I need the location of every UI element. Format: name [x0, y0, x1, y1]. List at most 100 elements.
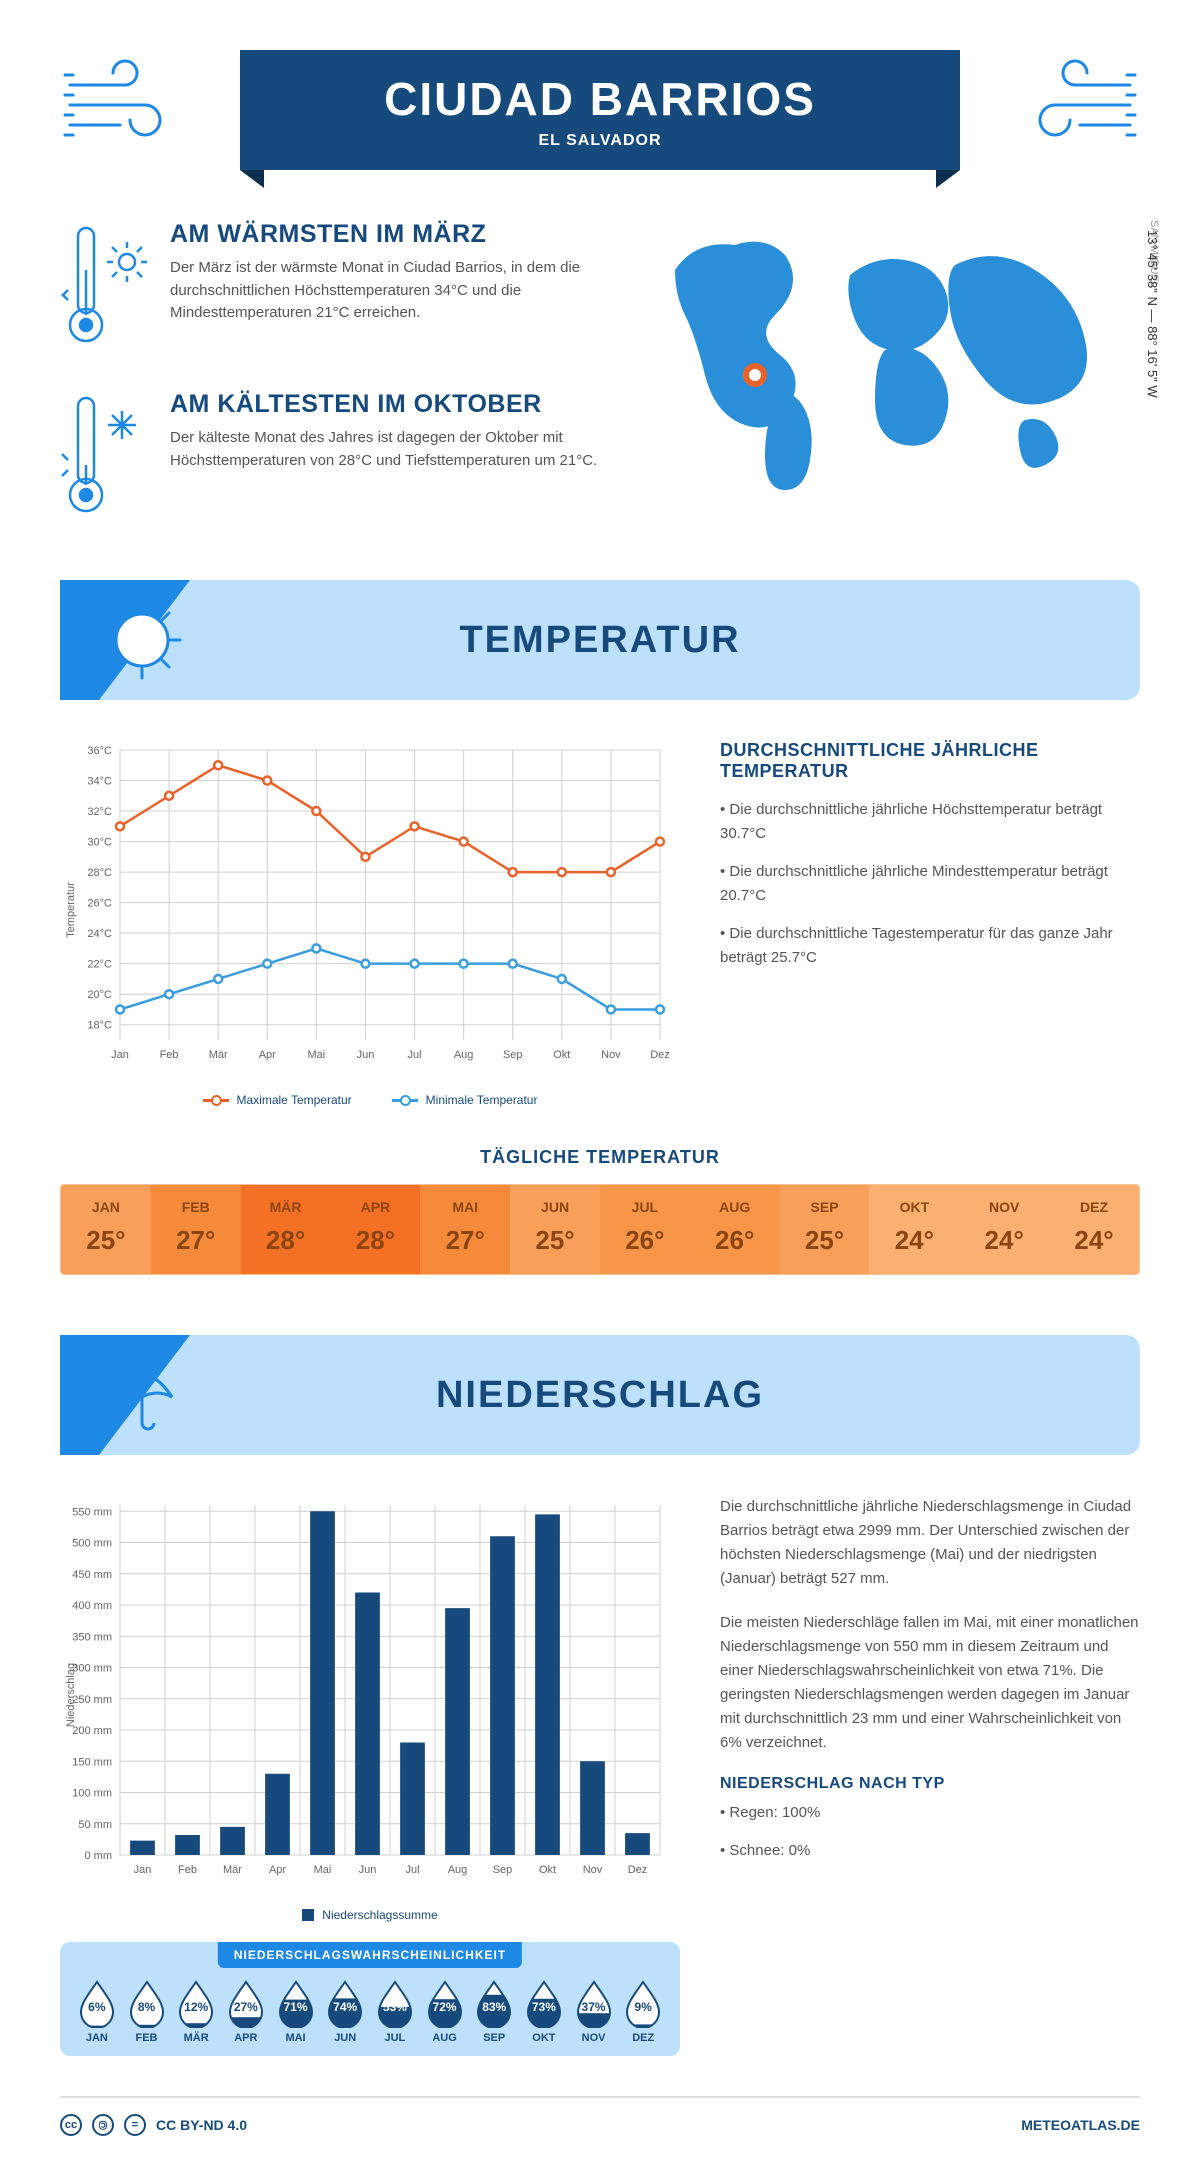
svg-text:Mai: Mai: [307, 1049, 325, 1061]
svg-text:Feb: Feb: [160, 1049, 179, 1061]
svg-text:Apr: Apr: [269, 1864, 286, 1876]
svg-text:Nov: Nov: [583, 1864, 603, 1876]
svg-text:400 mm: 400 mm: [72, 1600, 112, 1612]
temp-bullet: • Die durchschnittliche jährliche Höchst…: [720, 798, 1140, 846]
coldest-title: AM KÄLTESTEN IM OKTOBER: [170, 390, 605, 419]
svg-text:550 mm: 550 mm: [72, 1506, 112, 1518]
warmest-text: Der März ist der wärmste Monat in Ciudad…: [170, 257, 605, 325]
svg-text:24°C: 24°C: [87, 928, 112, 940]
daily-temp-cell: MÄR 28°: [241, 1185, 331, 1274]
svg-text:Jul: Jul: [408, 1049, 422, 1061]
daily-temp-cell: JUL 26°: [600, 1185, 690, 1274]
cc-icon: cc: [60, 2114, 82, 2136]
precipitation-section-header: NIEDERSCHLAG: [60, 1335, 1140, 1455]
site-label: METEOATLAS.DE: [1021, 2117, 1140, 2133]
precip-type: • Schnee: 0%: [720, 1839, 1140, 1863]
thermometer-cold-icon: [60, 390, 150, 520]
temp-bullet: • Die durchschnittliche jährliche Mindes…: [720, 860, 1140, 908]
daily-temp-cell: FEB 27°: [151, 1185, 241, 1274]
wind-icon: [1000, 55, 1140, 145]
world-map-icon: [645, 220, 1105, 500]
svg-text:0 mm: 0 mm: [85, 1850, 113, 1862]
daily-temp-table: JAN 25° FEB 27° MÄR 28° APR 28° MAI 27° …: [60, 1184, 1140, 1275]
legend-precip: Niederschlagssumme: [302, 1908, 437, 1922]
svg-text:Jun: Jun: [357, 1049, 375, 1061]
coordinates: 13° 45' 38" N — 88° 16' 5" W: [1145, 230, 1160, 510]
svg-text:Okt: Okt: [553, 1049, 570, 1061]
precip-text: Die durchschnittliche jährliche Niedersc…: [720, 1495, 1140, 1591]
probability-cell: 53% JUL: [370, 1978, 420, 2044]
probability-cell: 12% MÄR: [171, 1978, 221, 2044]
probability-cell: 71% MAI: [271, 1978, 321, 2044]
svg-text:Mai: Mai: [314, 1864, 332, 1876]
precip-type-title: NIEDERSCHLAG NACH TYP: [720, 1775, 1140, 1793]
legend-min: Minimale Temperatur: [392, 1093, 538, 1107]
probability-cell: 27% APR: [221, 1978, 271, 2044]
svg-text:450 mm: 450 mm: [72, 1569, 112, 1581]
daily-temp-cell: SEP 25°: [780, 1185, 870, 1274]
legend-max: Maximale Temperatur: [203, 1093, 352, 1107]
svg-text:36°C: 36°C: [87, 745, 112, 757]
nd-icon: =: [124, 2114, 146, 2136]
daily-temp-cell: JUN 25°: [510, 1185, 600, 1274]
probability-cell: 9% DEZ: [618, 1978, 668, 2044]
daily-temp-cell: JAN 25°: [61, 1185, 151, 1274]
coldest-block: AM KÄLTESTEN IM OKTOBER Der kälteste Mon…: [60, 390, 605, 520]
svg-text:50 mm: 50 mm: [78, 1819, 112, 1831]
daily-temp-title: TÄGLICHE TEMPERATUR: [60, 1147, 1140, 1168]
coldest-text: Der kälteste Monat des Jahres ist dagege…: [170, 427, 605, 472]
svg-text:Jul: Jul: [405, 1864, 419, 1876]
probability-strip: NIEDERSCHLAGSWAHRSCHEINLICHKEIT 6% JAN 8…: [60, 1942, 680, 2056]
warmest-title: AM WÄRMSTEN IM MÄRZ: [170, 220, 605, 249]
precipitation-title: NIEDERSCHLAG: [436, 1374, 764, 1417]
umbrella-icon: [100, 1353, 184, 1437]
svg-text:26°C: 26°C: [87, 898, 112, 910]
svg-text:Nov: Nov: [601, 1049, 621, 1061]
header-banner: CIUDAD BARRIOS EL SALVADOR: [240, 50, 960, 170]
svg-text:Jun: Jun: [359, 1864, 377, 1876]
temperature-title: TEMPERATUR: [459, 619, 740, 662]
svg-text:Okt: Okt: [539, 1864, 556, 1876]
svg-text:300 mm: 300 mm: [72, 1663, 112, 1675]
probability-cell: 73% OKT: [519, 1978, 569, 2044]
svg-text:100 mm: 100 mm: [72, 1788, 112, 1800]
daily-temp-cell: MAI 27°: [420, 1185, 510, 1274]
precip-type: • Regen: 100%: [720, 1801, 1140, 1825]
temperature-section-header: TEMPERATUR: [60, 580, 1140, 700]
svg-text:Jan: Jan: [134, 1864, 152, 1876]
svg-text:Mär: Mär: [223, 1864, 242, 1876]
sun-icon: [100, 598, 184, 682]
daily-temp-cell: DEZ 24°: [1049, 1185, 1139, 1274]
probability-cell: 74% JUN: [320, 1978, 370, 2044]
probability-cell: 72% AUG: [420, 1978, 470, 2044]
temp-bullet: • Die durchschnittliche Tagestemperatur …: [720, 922, 1140, 970]
probability-cell: 8% FEB: [122, 1978, 172, 2044]
svg-text:Aug: Aug: [448, 1864, 468, 1876]
daily-temp-cell: OKT 24°: [869, 1185, 959, 1274]
warmest-block: AM WÄRMSTEN IM MÄRZ Der März ist der wär…: [60, 220, 605, 350]
svg-text:Feb: Feb: [178, 1864, 197, 1876]
probability-cell: 83% SEP: [469, 1978, 519, 2044]
svg-text:Temperatur: Temperatur: [65, 882, 77, 938]
svg-text:Dez: Dez: [650, 1049, 670, 1061]
svg-text:Sep: Sep: [503, 1049, 523, 1061]
svg-text:Dez: Dez: [628, 1864, 648, 1876]
daily-temp-cell: AUG 26°: [690, 1185, 780, 1274]
precip-text: Die meisten Niederschläge fallen im Mai,…: [720, 1611, 1140, 1755]
wind-icon: [60, 55, 200, 145]
page-subtitle: EL SALVADOR: [240, 132, 960, 150]
by-icon: 🄯: [92, 2114, 114, 2136]
footer: cc 🄯 = CC BY-ND 4.0 METEOATLAS.DE: [60, 2096, 1140, 2136]
svg-text:250 mm: 250 mm: [72, 1694, 112, 1706]
svg-text:500 mm: 500 mm: [72, 1538, 112, 1550]
svg-text:150 mm: 150 mm: [72, 1756, 112, 1768]
svg-text:34°C: 34°C: [87, 776, 112, 788]
probability-cell: 37% NOV: [569, 1978, 619, 2044]
svg-text:22°C: 22°C: [87, 959, 112, 971]
svg-text:32°C: 32°C: [87, 806, 112, 818]
svg-text:Apr: Apr: [259, 1049, 276, 1061]
svg-text:Aug: Aug: [454, 1049, 474, 1061]
svg-text:18°C: 18°C: [87, 1020, 112, 1032]
probability-cell: 6% JAN: [72, 1978, 122, 2044]
svg-text:Sep: Sep: [493, 1864, 513, 1876]
